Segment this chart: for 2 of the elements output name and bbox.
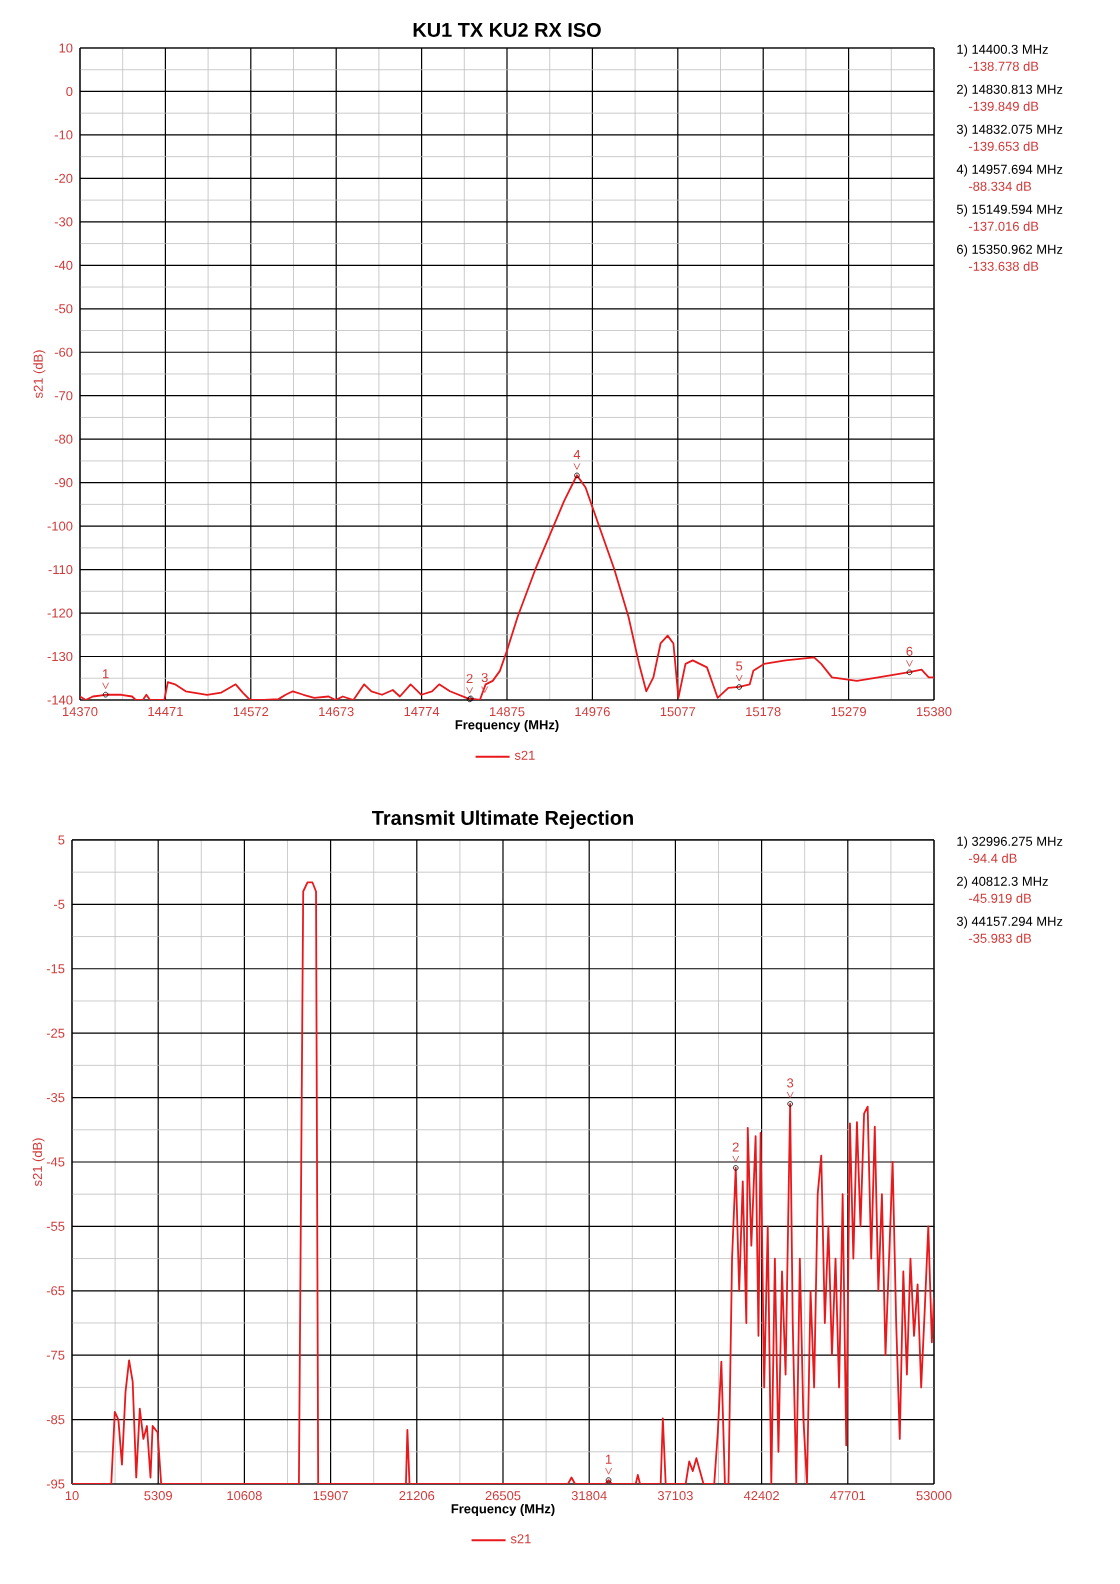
chart-title: Transmit Ultimate Rejection (372, 810, 633, 829)
chart-title: KU1 TX KU2 RX ISO (413, 22, 601, 37)
